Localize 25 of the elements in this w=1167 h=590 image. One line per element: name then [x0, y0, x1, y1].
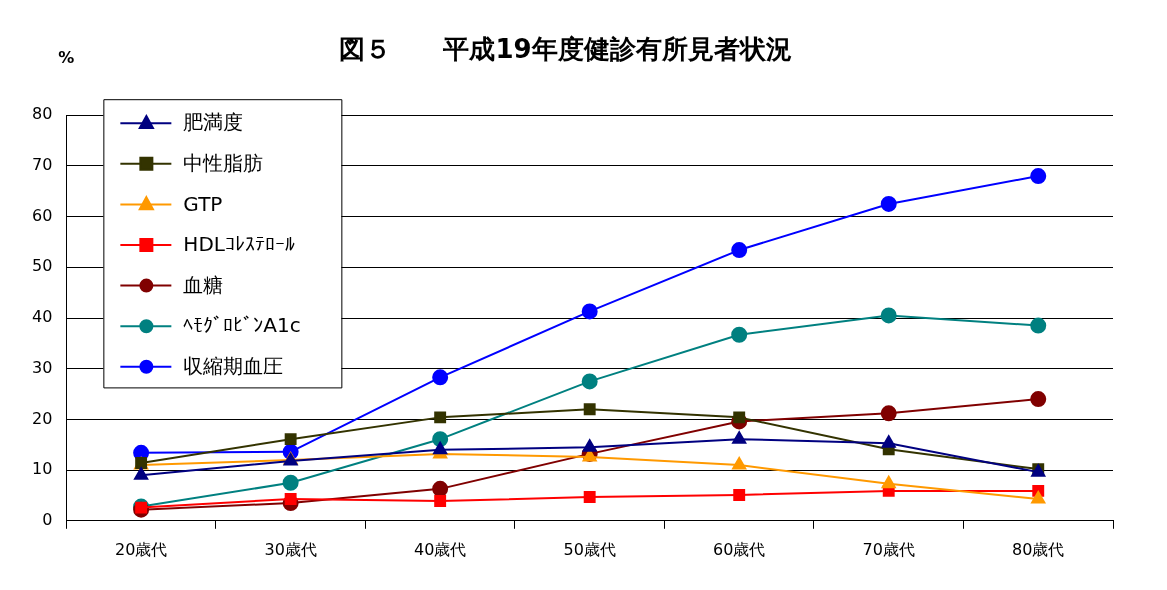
legend-label: 収縮期血圧 — [183, 354, 284, 378]
y-tick-label: 10 — [32, 459, 53, 479]
x-tick-label: 30歳代 — [264, 539, 317, 559]
legend-label: 血糖 — [183, 272, 224, 297]
y-tick-label: 50 — [32, 256, 53, 276]
y-tick-label: 20 — [32, 408, 53, 428]
legend-label: ﾍﾓｸﾞﾛﾋﾞﾝA1c — [183, 313, 301, 338]
x-tick-label: 40歳代 — [413, 539, 467, 559]
legend-label: GTP — [183, 191, 223, 216]
y-tick-label: 70 — [32, 155, 53, 175]
y-tick-label: 60 — [32, 205, 53, 225]
legend-label: HDLｺﾚｽﾃﾛｰﾙ — [183, 232, 295, 257]
y-tick-label: 80 — [32, 104, 53, 124]
y-axis-title: % — [58, 48, 75, 68]
y-tick-label: 0 — [42, 509, 53, 529]
x-tick-label: 60歳代 — [713, 539, 766, 559]
chart-title: 図５ 平成19年度健診有所見者状況 — [339, 34, 792, 65]
x-tick-label: 80歳代 — [1012, 539, 1065, 559]
legend-label: 中性脂肪 — [183, 151, 264, 175]
x-tick-label: 50歳代 — [563, 539, 616, 559]
y-tick-label: 30 — [32, 357, 53, 377]
legend-label: 肥満度 — [183, 110, 244, 135]
x-tick-label: 20歳代 — [114, 539, 168, 559]
y-tick-label: 40 — [32, 307, 53, 327]
x-tick-label: 70歳代 — [862, 539, 915, 559]
